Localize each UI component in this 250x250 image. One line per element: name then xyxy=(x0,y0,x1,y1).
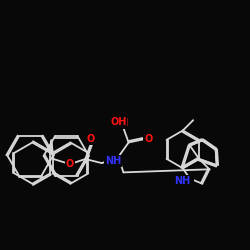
Text: OH: OH xyxy=(110,117,126,127)
Text: O: O xyxy=(66,159,74,169)
Text: O: O xyxy=(144,134,152,144)
Text: O: O xyxy=(86,134,94,144)
Text: OH: OH xyxy=(112,118,128,128)
Text: NH: NH xyxy=(105,156,121,166)
Text: NH: NH xyxy=(176,178,193,188)
Text: NH: NH xyxy=(174,176,191,186)
